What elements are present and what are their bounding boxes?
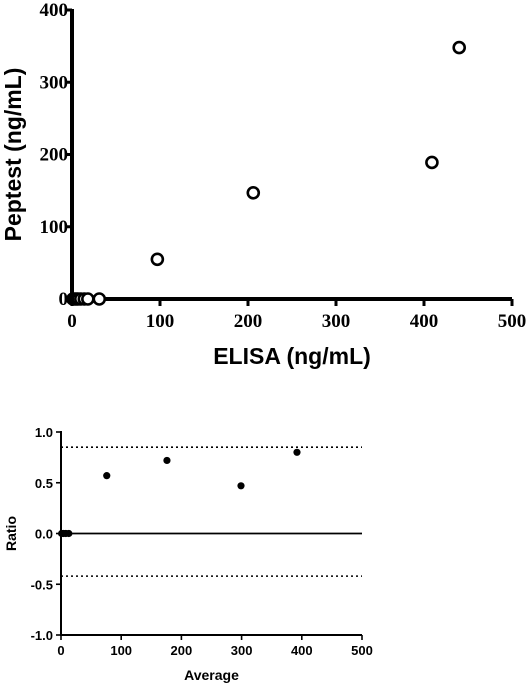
x-tick-label: 400: [291, 643, 313, 658]
x-tick-label: 400: [410, 311, 439, 332]
x-tick-label: 500: [351, 643, 373, 658]
data-point: [92, 292, 107, 306]
x-tick-label: 500: [498, 311, 527, 332]
scatter-chart-elisa-vs-peptest: 0 100 200 300 400 0 100 200 300 400 500 ELISA (ng/m…: [0, 0, 526, 369]
x-axis-label: Average: [184, 667, 239, 683]
x-tick-label: 200: [171, 643, 193, 658]
x-tick-label: 300: [231, 643, 253, 658]
y-tick-label: -1.0: [31, 628, 53, 643]
data-point: [65, 529, 73, 538]
x-tick-label: 300: [322, 311, 351, 332]
x-tick-label: 100: [110, 643, 132, 658]
data-point: [163, 456, 171, 465]
y-tick-label: 400: [40, 0, 69, 21]
y-tick-label: 1.0: [35, 425, 53, 440]
x-axis-label: ELISA (ng/mL): [213, 343, 371, 369]
y-axis-label: Ratio: [3, 516, 19, 551]
data-point: [452, 40, 467, 55]
x-tick-label: 0: [67, 311, 77, 332]
x-tick-label: 100: [146, 311, 175, 332]
x-tick-label: 0: [57, 643, 64, 658]
y-axis-label: Peptest (ng/mL): [0, 68, 26, 242]
bland-altman-chart: -1.0 -0.5 0.0 0.5 1.0 0 100 200 300 400 500 Average…: [3, 425, 373, 683]
y-tick-label: 200: [40, 145, 69, 166]
y-tick-label: 300: [40, 72, 69, 93]
y-tick-label: 0: [59, 289, 69, 310]
data-point: [103, 472, 111, 480]
y-tick-label: 100: [40, 217, 69, 238]
data-point: [293, 448, 301, 456]
data-point: [150, 252, 165, 267]
y-tick-label: 0.5: [35, 476, 53, 491]
y-tick-label: 0.0: [35, 527, 53, 542]
data-point: [81, 292, 95, 306]
data-point: [246, 185, 261, 200]
x-tick-label: 200: [234, 311, 263, 332]
data-point: [237, 482, 245, 490]
y-tick-label: -0.5: [31, 577, 53, 592]
data-point: [425, 155, 439, 170]
